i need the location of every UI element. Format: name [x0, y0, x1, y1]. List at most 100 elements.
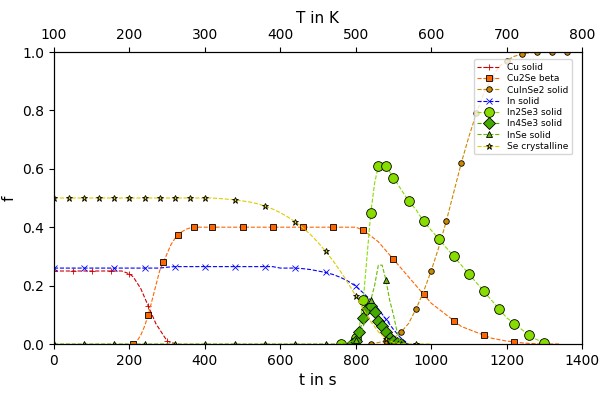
Cu solid: [111, 269, 118, 274]
InSe solid: [375, 263, 382, 268]
In solid: [397, 336, 404, 340]
X-axis label: T in K: T in K: [296, 11, 340, 26]
In4Se3 solid: [359, 315, 367, 320]
Line: Cu solid: Cu solid: [50, 268, 182, 348]
Cu solid: [69, 269, 76, 274]
In solid: [262, 264, 269, 269]
In solid: [224, 264, 231, 269]
CuInSe2 solid: [526, 50, 533, 55]
Cu solid: [160, 333, 167, 338]
In solid: [141, 266, 148, 270]
Cu solid: [100, 269, 107, 274]
In solid: [254, 264, 261, 269]
CuInSe2 solid: [382, 339, 389, 344]
In2Se3 solid: [412, 207, 419, 212]
In2Se3 solid: [356, 324, 363, 329]
CuInSe2 solid: [367, 342, 374, 346]
CuInSe2 solid: [450, 190, 457, 194]
In solid: [307, 267, 314, 272]
Cu solid: [65, 269, 73, 274]
Cu2Se beta: [526, 341, 533, 346]
In solid: [352, 284, 359, 288]
CuInSe2 solid: [412, 306, 419, 311]
CuInSe2 solid: [435, 245, 442, 250]
CuInSe2 solid: [556, 50, 563, 54]
In2Se3 solid: [541, 340, 548, 345]
In2Se3 solid: [458, 263, 465, 268]
Se crystalline: [428, 342, 435, 346]
CuInSe2 solid: [533, 50, 541, 55]
Cu solid: [54, 269, 61, 274]
CuInSe2 solid: [405, 321, 412, 326]
Cu solid: [130, 274, 137, 279]
CuInSe2 solid: [518, 52, 525, 56]
In2Se3 solid: [496, 306, 503, 311]
In4Se3 solid: [367, 304, 374, 308]
Line: In2Se3 solid: In2Se3 solid: [336, 158, 557, 349]
Se crystalline: [58, 196, 65, 200]
In2Se3 solid: [465, 272, 472, 276]
In2Se3 solid: [375, 164, 382, 168]
Line: InSe solid: InSe solid: [50, 262, 404, 348]
In2Se3 solid: [367, 210, 374, 215]
In2Se3 solid: [364, 254, 371, 259]
In2Se3 solid: [352, 336, 359, 340]
In solid: [65, 266, 73, 270]
Cu solid: [107, 269, 114, 274]
Cu2Se beta: [269, 225, 277, 230]
In solid: [405, 342, 412, 346]
Line: Cu2Se beta: Cu2Se beta: [130, 224, 563, 348]
CuInSe2 solid: [548, 50, 556, 54]
CuInSe2 solid: [503, 58, 510, 63]
Cu2Se beta: [194, 225, 201, 230]
In solid: [217, 264, 224, 269]
In2Se3 solid: [481, 289, 488, 294]
Cu2Se beta: [160, 260, 167, 265]
Cu solid: [50, 269, 58, 274]
CuInSe2 solid: [511, 54, 518, 59]
In solid: [201, 264, 208, 269]
Cu2Se beta: [167, 242, 175, 247]
In2Se3 solid: [405, 198, 412, 203]
In solid: [133, 266, 140, 270]
In2Se3 solid: [526, 333, 533, 338]
CuInSe2 solid: [428, 269, 435, 274]
In4Se3 solid: [364, 306, 371, 311]
In solid: [103, 266, 110, 270]
Se crystalline: [397, 341, 404, 346]
Se crystalline: [217, 196, 224, 201]
In solid: [111, 266, 118, 270]
CuInSe2 solid: [458, 160, 465, 165]
Cu solid: [103, 269, 110, 274]
Cu solid: [122, 270, 129, 275]
In2Se3 solid: [359, 298, 367, 302]
In4Se3 solid: [397, 342, 404, 346]
Cu solid: [137, 286, 145, 291]
In solid: [382, 317, 389, 322]
Cu solid: [115, 269, 122, 274]
In solid: [171, 264, 178, 269]
In2Se3 solid: [548, 342, 556, 346]
Line: In solid: In solid: [50, 263, 412, 348]
CuInSe2 solid: [375, 340, 382, 345]
Cu solid: [175, 342, 182, 346]
In4Se3 solid: [352, 339, 359, 344]
Cu solid: [62, 269, 69, 274]
In2Se3 solid: [390, 175, 397, 180]
CuInSe2 solid: [563, 50, 571, 54]
In solid: [126, 266, 133, 270]
In solid: [314, 269, 322, 274]
Cu solid: [156, 327, 163, 332]
Se crystalline: [405, 342, 412, 346]
Cu solid: [164, 339, 171, 344]
Line: CuInSe2 solid: CuInSe2 solid: [368, 49, 569, 347]
In solid: [194, 264, 201, 269]
In solid: [148, 266, 155, 270]
CuInSe2 solid: [496, 64, 503, 69]
In2Se3 solid: [337, 342, 344, 346]
In solid: [375, 306, 382, 311]
In2Se3 solid: [420, 219, 427, 224]
In solid: [80, 266, 88, 270]
In2Se3 solid: [450, 254, 457, 259]
Line: In4Se3 solid: In4Se3 solid: [348, 302, 405, 348]
